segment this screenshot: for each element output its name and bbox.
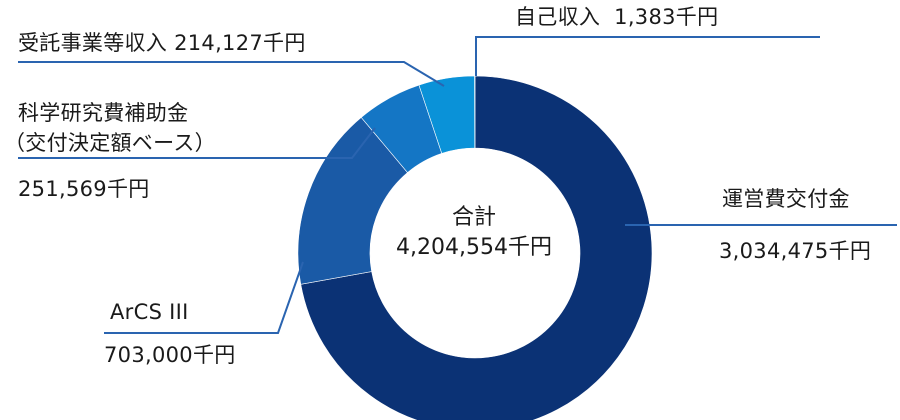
leader-contract — [18, 61, 445, 87]
slice-label-kakenhi-line2: （交付決定額ベース） — [4, 131, 216, 155]
slice-name-contract: 受託事業等収入 — [18, 31, 168, 55]
slice-label-own-income: 自己収入 1,383千円 — [515, 4, 718, 30]
slice-label-arcs: ArCS III — [110, 300, 189, 324]
slice-value-kakenhi: 251,569千円 — [18, 177, 150, 201]
slice-label-contract: 受託事業等収入 214,127千円 — [18, 30, 306, 56]
donut-slices — [297, 75, 653, 420]
slice-value-operating-grant: 3,034,475千円 — [719, 239, 872, 263]
leader-kakenhi — [18, 127, 376, 159]
slice-value-arcs: 703,000千円 — [104, 343, 236, 367]
leader-own-income — [475, 36, 820, 76]
slice-operating-grant — [300, 75, 653, 420]
slice-label-kakenhi: 科学研究費補助金 — [18, 101, 189, 125]
slice-value-own-income: 1,383千円 — [614, 5, 719, 29]
total-value: 4,204,554千円 — [396, 235, 552, 260]
slice-value-contract: 214,127千円 — [174, 31, 306, 55]
leader-arcs — [104, 261, 304, 334]
slice-label-operating-grant: 運営費交付金 — [722, 187, 850, 211]
leader-lines — [18, 36, 897, 334]
slice-name-own-income: 自己収入 — [515, 5, 601, 29]
total-label: 合計 — [451, 205, 496, 230]
